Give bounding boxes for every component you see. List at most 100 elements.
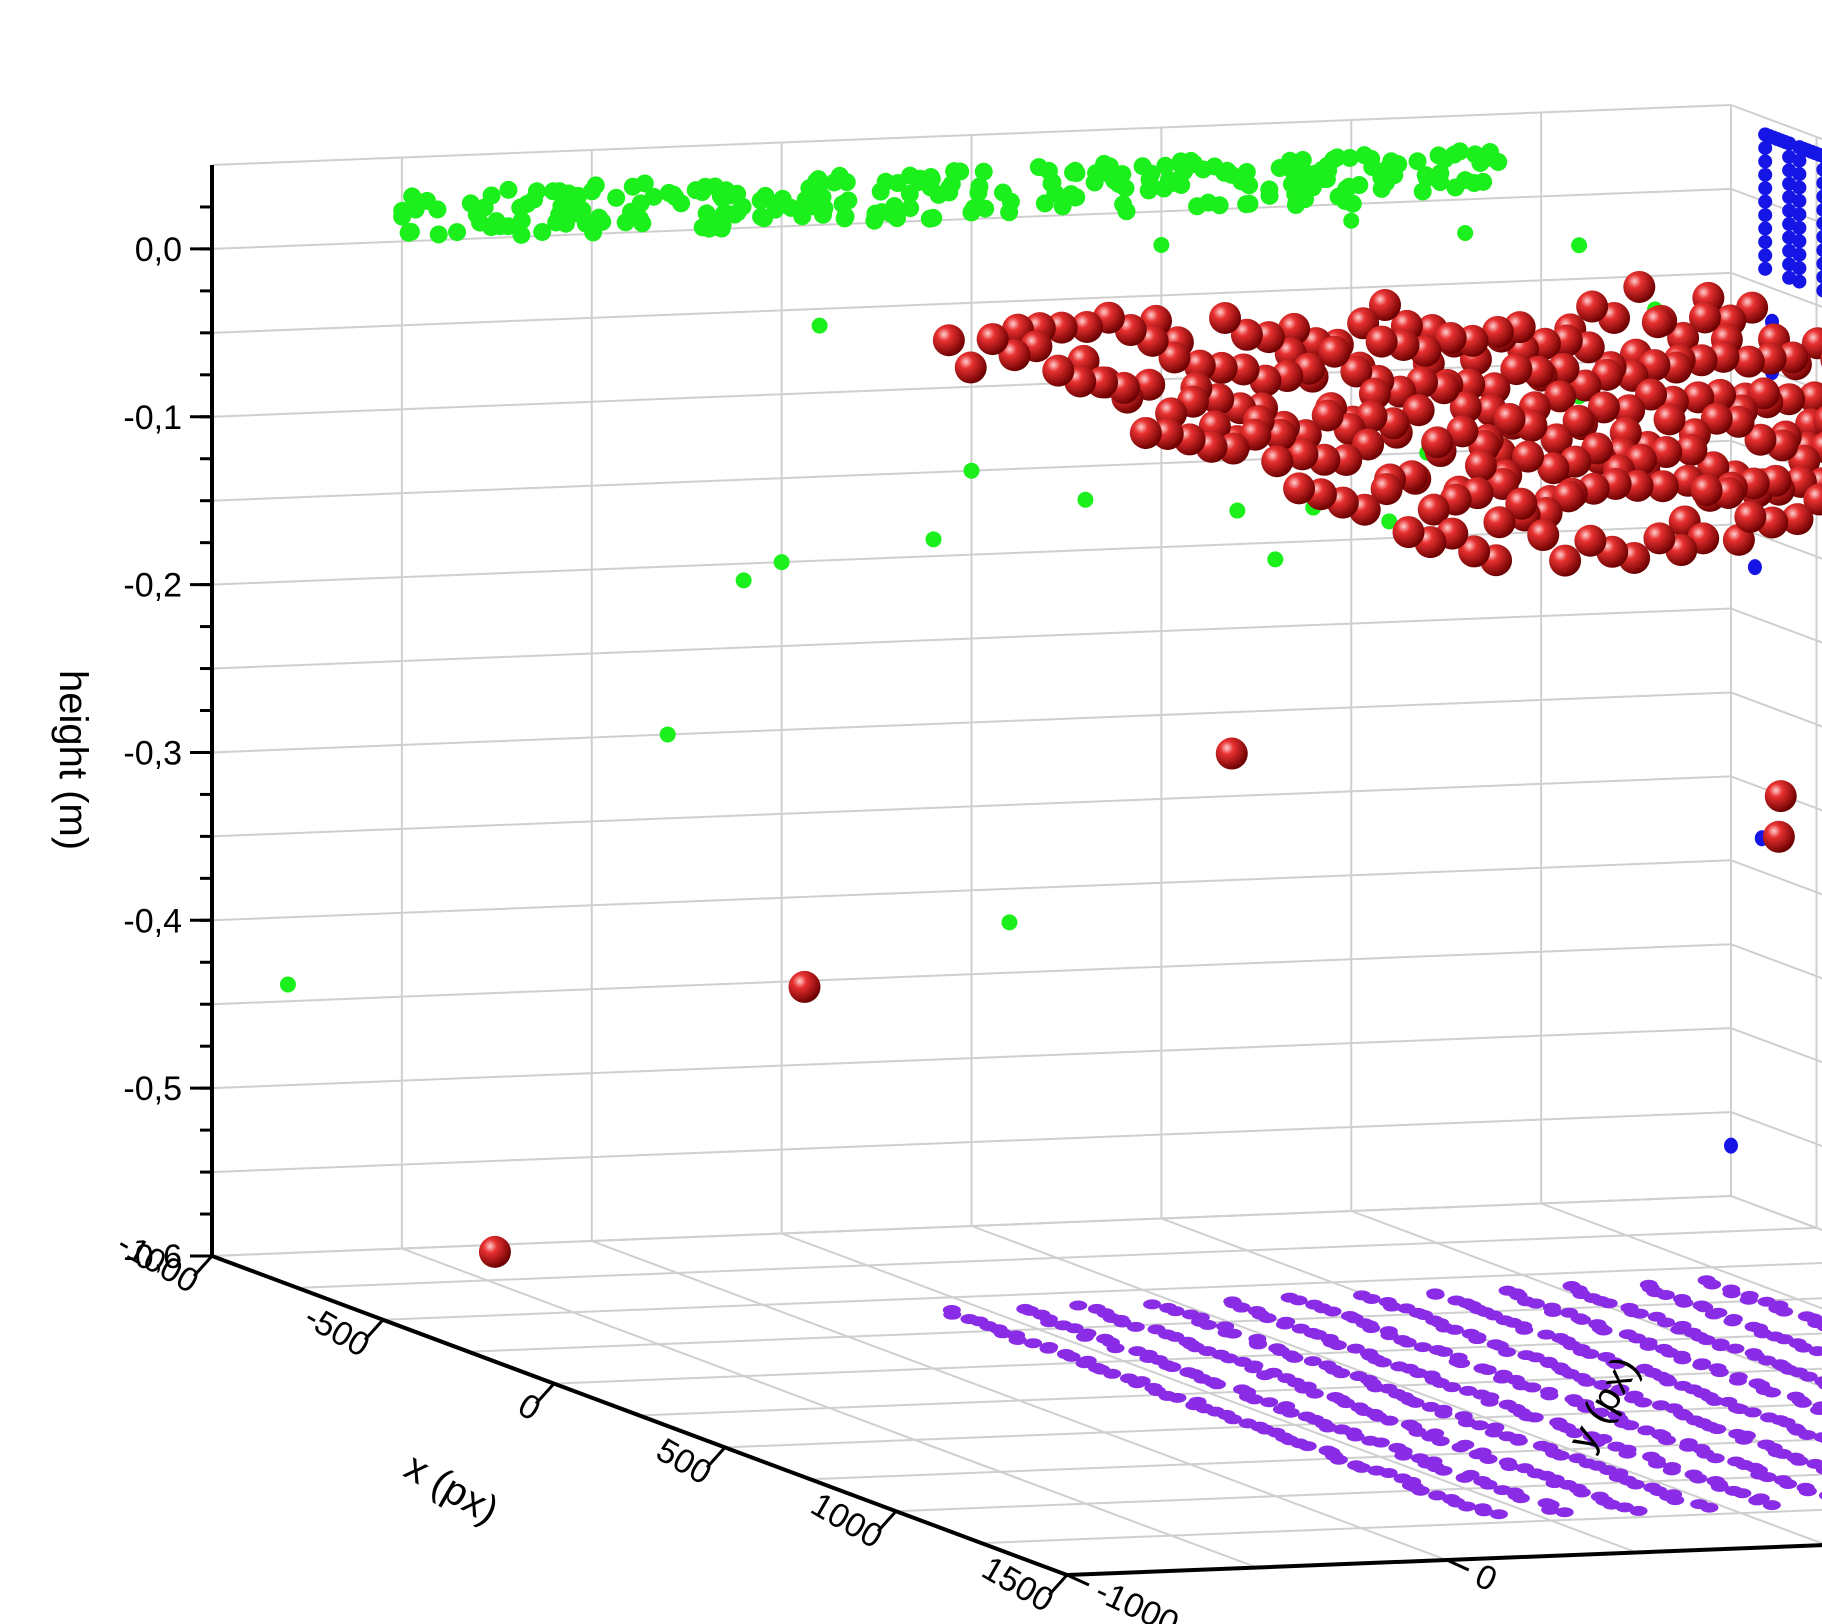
xz-projection-point (1816, 149, 1822, 164)
xy-projection-point (1434, 1408, 1453, 1419)
x-tick (876, 1510, 898, 1533)
xy-projection-point (1380, 1330, 1399, 1341)
xy-projection-point (1689, 1473, 1708, 1484)
data-point-sphere (1481, 315, 1514, 348)
data-point-sphere (1643, 522, 1676, 555)
xy-projection-point (1069, 1300, 1088, 1311)
data-point-sphere (976, 323, 1009, 356)
xy-projection-point (1555, 1507, 1574, 1518)
xy-projection-point (1675, 1297, 1694, 1308)
yz-projection-point (925, 531, 942, 548)
xy-projection-point (1426, 1289, 1445, 1300)
yz-projection-point (659, 183, 678, 202)
xy-projection-point (1581, 1348, 1600, 1359)
xz-projection-point (1758, 248, 1773, 263)
data-point-sphere (1434, 322, 1467, 355)
xy-projection-point (1398, 1337, 1417, 1348)
xy-projection-point (1275, 1319, 1294, 1330)
xy-projection-point (1630, 1308, 1649, 1319)
xy-projection-point (1285, 1352, 1304, 1363)
xy-projection-point (1480, 1396, 1499, 1407)
xz-projection-point (1758, 167, 1773, 182)
yz-projection-point (707, 215, 726, 234)
xz-projection-point (1792, 247, 1807, 262)
xz-projection-point (1758, 208, 1773, 223)
xy-projection-point (1763, 1387, 1782, 1398)
data-point-sphere (1369, 289, 1402, 322)
data-point-sphere (1493, 403, 1526, 436)
xz-projection-point (1792, 207, 1807, 222)
xz-projection-point (1758, 194, 1773, 209)
xy-projection-point (1479, 1453, 1498, 1464)
xy-projection-point (1734, 1434, 1753, 1445)
yz-projection-point (1466, 145, 1485, 164)
yz-wall-grid-line (211, 607, 1732, 670)
xy-projection-point (1779, 1478, 1798, 1489)
yz-projection-point (887, 209, 906, 228)
x-tick (363, 1318, 385, 1341)
z-axis-title: height (m) (51, 670, 95, 850)
xy-projection-point (1452, 1358, 1471, 1369)
yz-projection-point (1293, 150, 1312, 169)
data-point-sphere (1562, 404, 1595, 437)
xy-projection-point (1346, 1343, 1365, 1354)
yz-projection-point (550, 182, 569, 201)
xy-projection-point (1515, 1324, 1534, 1335)
yz-projection-point (1156, 156, 1175, 175)
yz-projection-point (1153, 236, 1170, 253)
yz-projection-point (590, 208, 609, 227)
xy-projection-point (1705, 1395, 1724, 1406)
yz-projection-point (1456, 171, 1475, 190)
xy-projection-point (1609, 1385, 1628, 1396)
xy-projection-point (1659, 1376, 1678, 1387)
yz-projection-point (1280, 151, 1299, 170)
data-point-sphere (1552, 480, 1585, 513)
data-point-sphere (1747, 377, 1780, 410)
data-point-sphere (1421, 426, 1454, 459)
yz-projection-point (566, 204, 585, 223)
xy-projection-point (1039, 1343, 1058, 1354)
xy-projection-point (1305, 1388, 1324, 1399)
xy-projection-point (1798, 1429, 1817, 1440)
xz-projection-point (1816, 203, 1822, 217)
xy-projection-point (1599, 1298, 1618, 1309)
data-point-sphere (1483, 506, 1516, 539)
xz-projection-point (1758, 261, 1773, 276)
xy-projection-point (1666, 1495, 1685, 1506)
data-point-sphere (1813, 406, 1822, 435)
yz-projection-point (1139, 181, 1158, 200)
xy-projection-point (1163, 1362, 1182, 1373)
projection-layer (279, 127, 1822, 1520)
xy-projection-point (1484, 1427, 1503, 1438)
xy-projection-point (1810, 1404, 1822, 1415)
yz-wall-grid-line (211, 1027, 1732, 1090)
x-tick-label: -500 (298, 1298, 376, 1365)
xy-projection-point (1362, 1293, 1381, 1304)
data-point-sphere (1158, 341, 1191, 374)
xy-projection-point (1708, 1424, 1727, 1435)
xy-projection-point (1799, 1371, 1818, 1382)
xy-projection-point (1587, 1437, 1606, 1448)
yz-projection-point (872, 203, 891, 222)
data-point-sphere (1650, 436, 1683, 469)
xy-projection-point (1673, 1354, 1692, 1365)
data-point-sphere (1449, 391, 1482, 424)
xy-projection-point (1008, 1335, 1027, 1346)
yz-projection-point (830, 166, 849, 185)
yz-projection-point (406, 200, 425, 219)
yz-projection-point (1286, 196, 1305, 215)
y-tick (1066, 1573, 1090, 1587)
xy-projection-point (1413, 1342, 1432, 1353)
yz-projection-point (871, 182, 890, 201)
xy-projection-point (1406, 1397, 1425, 1408)
data-point-sphere (1527, 519, 1560, 552)
yz-projection-point (512, 225, 531, 244)
xy-projection-point (1362, 1323, 1381, 1334)
xy-projection-point (1615, 1502, 1634, 1513)
data-point-sphere (1129, 416, 1162, 449)
xy-projection-point (1621, 1420, 1640, 1431)
yz-projection-point (1001, 914, 1018, 931)
xz-projection-point (1758, 181, 1773, 196)
xy-projection-point (1703, 1279, 1722, 1290)
